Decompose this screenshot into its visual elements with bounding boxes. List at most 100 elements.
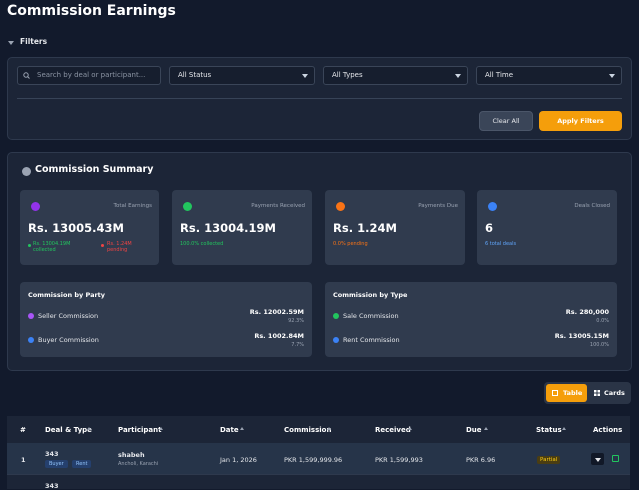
sort-icon: [240, 427, 244, 430]
box-title: Commission by Party: [28, 291, 106, 299]
summary-title: Commission Summary: [35, 164, 154, 175]
status-value: All Status: [178, 71, 212, 79]
dot: [101, 244, 104, 247]
dot: [28, 313, 34, 319]
table-button[interactable]: Table: [546, 384, 587, 402]
filters-caret[interactable]: [8, 41, 14, 45]
deal-id: 343: [45, 482, 59, 490]
row-index: 1: [21, 456, 26, 464]
dot: [333, 313, 339, 319]
sort-icon: [159, 427, 163, 430]
search-icon: [23, 72, 30, 79]
types-value: All Types: [332, 71, 363, 79]
column-header: Actions: [593, 426, 623, 434]
card-label: Total Earnings: [113, 203, 152, 209]
card-note: 6 total deals: [485, 241, 517, 247]
expand-caret: [595, 458, 601, 462]
sort-icon: [562, 427, 566, 430]
column-header[interactable]: Commission: [284, 426, 332, 434]
page-title: Commission Earnings: [7, 3, 176, 19]
cards-icon: [594, 390, 600, 396]
card-value: Rs. 13004.19M: [180, 221, 276, 235]
clear-button[interactable]: Clear All: [479, 111, 533, 131]
type-box: [325, 282, 617, 357]
card-value: Rs. 13005.43M: [28, 221, 124, 235]
card-label: Payments Due: [418, 203, 458, 209]
item-amount: Rs. 280,000: [565, 308, 609, 316]
card-icon: [336, 202, 345, 211]
column-header[interactable]: Received: [375, 426, 411, 434]
item-name: Buyer Commission: [38, 336, 99, 344]
table-row[interactable]: [7, 443, 630, 474]
card-note: Rs. 1.24M pending: [107, 241, 132, 253]
sort-icon: [408, 427, 412, 430]
status-select[interactable]: All Status: [169, 66, 315, 85]
box-title: Commission by Type: [333, 291, 408, 299]
item-share: 0.0%: [596, 318, 609, 324]
sort-icon: [327, 427, 331, 430]
time-select[interactable]: All Time: [476, 66, 622, 85]
select-caret: [302, 74, 308, 78]
time-value: All Time: [485, 71, 514, 79]
item-name: Rent Commission: [343, 336, 400, 344]
summary-icon: [22, 167, 31, 176]
card-note: 0.0% pending: [333, 241, 368, 247]
row-divider: [7, 474, 630, 475]
sort-icon: [87, 427, 91, 430]
column-header: #: [20, 426, 26, 434]
deal-id: 343: [45, 450, 59, 458]
search-input[interactable]: Search by deal or participant...: [17, 66, 161, 85]
column-header[interactable]: Status: [536, 426, 562, 434]
cards-button[interactable]: Cards: [604, 389, 625, 397]
column-header[interactable]: Participant: [118, 426, 162, 434]
select-caret: [455, 74, 461, 78]
apply-button[interactable]: Apply Filters: [539, 111, 622, 131]
column-header[interactable]: Date: [220, 426, 239, 434]
card-note: 100.0% collected: [180, 241, 224, 247]
types-select[interactable]: All Types: [323, 66, 468, 85]
participant: shabeh: [118, 451, 145, 459]
card: [477, 190, 617, 265]
item-amount: Rs. 1002.84M: [254, 332, 304, 340]
edit-button[interactable]: [612, 455, 619, 462]
card: [20, 190, 159, 265]
item-share: 100.0%: [589, 342, 609, 348]
tag: Rent: [72, 460, 92, 468]
card: [172, 190, 312, 265]
divider: [17, 98, 622, 99]
party-box: [20, 282, 312, 357]
card-icon: [31, 202, 40, 211]
dot: [28, 244, 31, 247]
item-amount: Rs. 13005.15M: [554, 332, 609, 340]
status-badge: Partial: [537, 456, 561, 464]
item-share: 92.3%: [288, 318, 304, 324]
item-name: Seller Commission: [38, 312, 99, 320]
select-caret: [609, 74, 615, 78]
sort-icon: [484, 427, 488, 430]
card-label: Payments Received: [251, 203, 305, 209]
column-header[interactable]: Deal & Type: [45, 426, 92, 434]
tag: Buyer: [45, 460, 68, 468]
item-amount: Rs. 12002.59M: [249, 308, 304, 316]
card-note: Rs. 13004.19M collected: [33, 241, 71, 253]
date: Jan 1, 2026: [220, 456, 257, 464]
search-placeholder: Search by deal or participant...: [37, 71, 146, 79]
card-label: Deals Closed: [574, 203, 610, 209]
item-name: Sale Commission: [343, 312, 399, 320]
commission: PKR 1,599,999.96: [284, 456, 343, 464]
location: Ancholi, Karachi: [118, 461, 159, 467]
card-icon: [488, 202, 497, 211]
table-icon: [552, 390, 558, 396]
due: PKR 6.96: [466, 456, 496, 464]
dot: [28, 337, 34, 343]
card-value: Rs. 1.24M: [333, 221, 397, 235]
filters-label[interactable]: Filters: [20, 37, 48, 46]
column-header[interactable]: Due: [466, 426, 482, 434]
card-icon: [183, 202, 192, 211]
received: PKR 1,599,993: [375, 456, 423, 464]
card: [325, 190, 465, 265]
item-share: 7.7%: [291, 342, 304, 348]
card-value: 6: [485, 221, 494, 235]
